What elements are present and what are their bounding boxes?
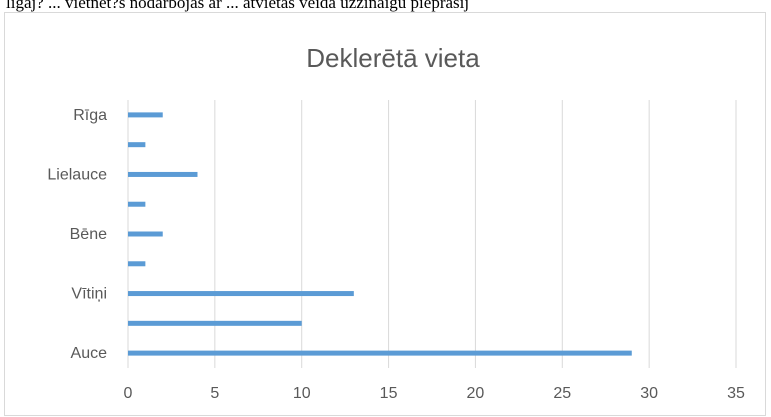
- bar-0: [128, 350, 632, 356]
- y-tick-label-0: Auce: [71, 345, 108, 362]
- x-tick-label-0: 0: [124, 385, 133, 402]
- y-tick-label-8: Rīga: [73, 107, 107, 124]
- x-tick-label-7: 35: [727, 385, 745, 402]
- y-tick-label-2: Vītiņi: [71, 286, 107, 303]
- chart-gridlines: [127, 100, 737, 368]
- x-tick-label-2: 10: [293, 385, 311, 402]
- bar-7: [128, 142, 146, 148]
- x-tick-label-1: 5: [210, 385, 219, 402]
- x-tick-label-3: 15: [380, 385, 398, 402]
- bar-2: [128, 291, 354, 297]
- x-axis-labels: 0 5 10 15 20 25 30 35: [124, 385, 745, 402]
- chart-frame: [4, 12, 766, 416]
- x-tick-label-6: 30: [640, 385, 658, 402]
- x-tick-label-4: 20: [467, 385, 485, 402]
- bar-5: [128, 201, 146, 207]
- y-tick-label-6: Lielauce: [47, 166, 107, 183]
- y-axis-labels: Auce Vītiņi Bēne Lielauce Rīga: [47, 107, 107, 362]
- bar-8: [128, 112, 163, 118]
- bar-3: [128, 261, 146, 267]
- chart-title: Deklerētā vieta: [306, 43, 480, 73]
- bar-1: [128, 320, 302, 326]
- x-tick-label-5: 25: [553, 385, 571, 402]
- page-header-text: ligaj? ... vietnet?s nodarbojas ar ... a…: [6, 0, 470, 12]
- y-tick-label-4: Bēne: [70, 226, 107, 243]
- chart-bars: [128, 112, 632, 356]
- bar-6: [128, 171, 198, 177]
- bar-4: [128, 231, 163, 237]
